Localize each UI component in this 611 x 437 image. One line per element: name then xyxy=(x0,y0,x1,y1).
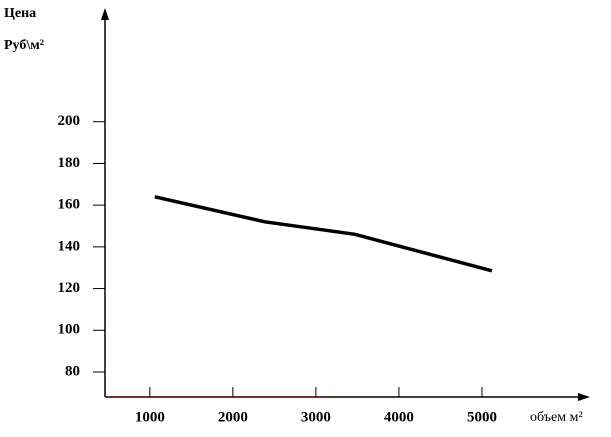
y-tick-label: 100 xyxy=(58,322,81,338)
y-axis-label: Цена xyxy=(4,6,36,21)
x-tick-label: 3000 xyxy=(301,409,331,425)
x-tick-label: 2000 xyxy=(218,409,248,425)
x-axis-arrow xyxy=(578,393,590,401)
y-tick-label: 180 xyxy=(58,155,81,171)
y-tick-label: 160 xyxy=(58,197,81,213)
x-tick-label: 5000 xyxy=(467,409,497,425)
y-tick-label: 200 xyxy=(58,113,81,129)
x-tick-label: 4000 xyxy=(384,409,414,425)
y-axis-unit: Руб\м² xyxy=(4,38,44,53)
data-line xyxy=(154,195,493,273)
y-tick-label: 120 xyxy=(58,280,81,296)
y-tick-label: 140 xyxy=(58,238,81,254)
x-tick-label: 1000 xyxy=(135,409,165,425)
y-tick-label: 80 xyxy=(65,363,80,379)
x-axis-label: объем м² xyxy=(530,410,583,425)
y-axis-arrow xyxy=(101,8,109,20)
